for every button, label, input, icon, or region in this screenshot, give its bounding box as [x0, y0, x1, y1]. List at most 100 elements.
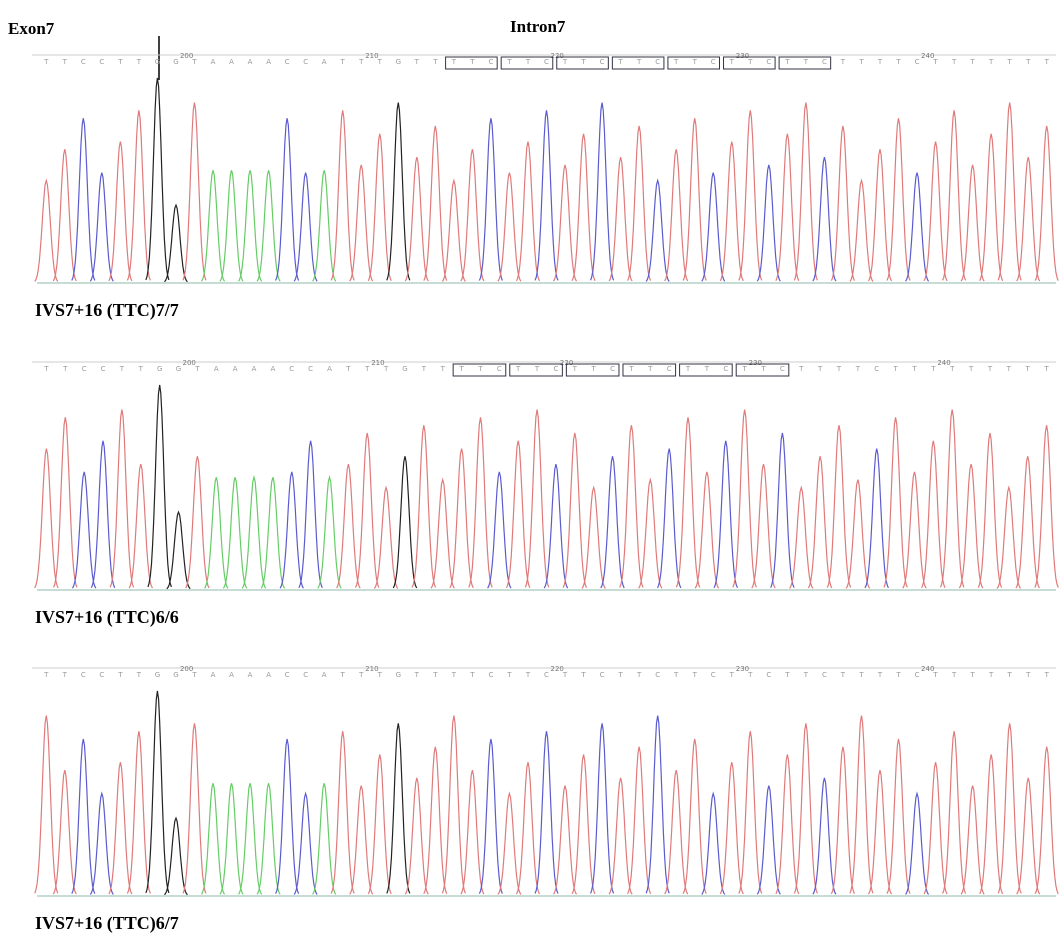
base-call: T	[1044, 671, 1050, 679]
base-call: T	[136, 58, 142, 66]
trace-peak	[776, 134, 799, 281]
trace-peak	[337, 464, 360, 588]
base-call: T	[636, 58, 642, 66]
trace-peak	[127, 731, 150, 893]
trace-peak	[393, 456, 416, 588]
trace-peak	[368, 134, 391, 281]
position-number: 200	[180, 665, 193, 673]
trace-peak	[831, 747, 854, 894]
base-call: T	[911, 365, 917, 373]
trace-peak	[980, 755, 1003, 894]
base-call: C	[723, 365, 728, 373]
base-call: T	[877, 58, 883, 66]
trace-peak	[387, 103, 410, 281]
base-call: T	[358, 671, 364, 679]
base-call: T	[673, 58, 679, 66]
base-call: G	[173, 671, 178, 679]
trace-peak	[461, 149, 484, 281]
base-call: T	[628, 365, 634, 373]
trace-peak	[90, 173, 113, 282]
trace-peak	[331, 731, 354, 893]
intron-label: Intron7	[510, 17, 566, 36]
trace-peak	[479, 118, 502, 280]
trace-peak	[90, 794, 113, 895]
trace-peak	[943, 731, 966, 893]
base-call: C	[711, 58, 716, 66]
trace-peak	[35, 716, 58, 894]
base-call: C	[915, 671, 920, 679]
trace-peak	[683, 739, 706, 894]
trace-peak	[498, 794, 521, 895]
base-call: C	[308, 365, 313, 373]
trace-peak	[1035, 747, 1058, 894]
position-number: 200	[180, 52, 193, 60]
trace-peak	[54, 417, 77, 587]
trace-peak	[442, 716, 465, 894]
base-call: C	[81, 58, 86, 66]
base-call: T	[358, 58, 364, 66]
trace-peak	[959, 464, 982, 588]
trace-peak	[479, 739, 502, 894]
trace-peak	[35, 449, 58, 588]
trace-peak	[276, 118, 299, 280]
base-call: T	[988, 58, 994, 66]
base-call: T	[62, 58, 68, 66]
base-call: C	[99, 671, 104, 679]
trace-peak	[405, 778, 428, 894]
base-call: T	[673, 671, 679, 679]
trace-peak	[72, 739, 95, 894]
trace-peak	[665, 149, 688, 281]
base-call: A	[248, 671, 253, 679]
trace-peak	[790, 488, 813, 589]
trace-peak	[424, 747, 447, 894]
trace-peak	[146, 691, 169, 893]
trace-peak	[53, 770, 76, 894]
base-call: T	[617, 671, 623, 679]
base-call: T	[506, 671, 512, 679]
base-call: C	[600, 58, 605, 66]
base-call: A	[266, 671, 271, 679]
trace-peak	[261, 477, 284, 588]
panel-label: IVS7+16 (TTC)6/7	[35, 913, 179, 934]
trace-peak	[167, 512, 190, 589]
trace-peak	[331, 110, 354, 280]
trace-peak	[183, 723, 206, 893]
trace-peak	[313, 783, 336, 894]
base-call: T	[858, 671, 864, 679]
base-call: T	[729, 58, 735, 66]
base-call: A	[233, 365, 238, 373]
trace-peak	[299, 441, 322, 588]
trace-peak	[1017, 778, 1040, 894]
trace-peak	[424, 126, 447, 281]
trace-peak	[318, 477, 341, 588]
base-call: C	[285, 58, 290, 66]
base-call: T	[704, 365, 710, 373]
base-call: T	[987, 365, 993, 373]
trace-peak	[887, 739, 910, 894]
trace-peak	[794, 103, 817, 281]
trace-peak	[884, 417, 907, 587]
base-call: T	[458, 365, 464, 373]
trace-peak	[903, 472, 926, 588]
base-call: C	[82, 365, 87, 373]
base-call: T	[895, 671, 901, 679]
trace-peak	[535, 731, 558, 893]
trace-peak	[733, 410, 756, 588]
trace-peak	[980, 134, 1003, 281]
trace-peak	[572, 755, 595, 894]
trace-peak	[961, 786, 984, 895]
trace-peak	[239, 783, 262, 894]
base-call: A	[211, 671, 216, 679]
base-call: C	[915, 58, 920, 66]
base-call: T	[469, 58, 475, 66]
trace-peak	[1016, 456, 1039, 588]
base-call: T	[432, 671, 438, 679]
trace-peak	[202, 170, 225, 281]
base-call: G	[155, 58, 160, 66]
trace-peak	[148, 385, 171, 587]
trace-peak	[658, 449, 681, 588]
base-call: T	[43, 365, 49, 373]
trace-peak	[431, 480, 454, 589]
base-call: T	[951, 671, 957, 679]
base-call: T	[525, 58, 531, 66]
